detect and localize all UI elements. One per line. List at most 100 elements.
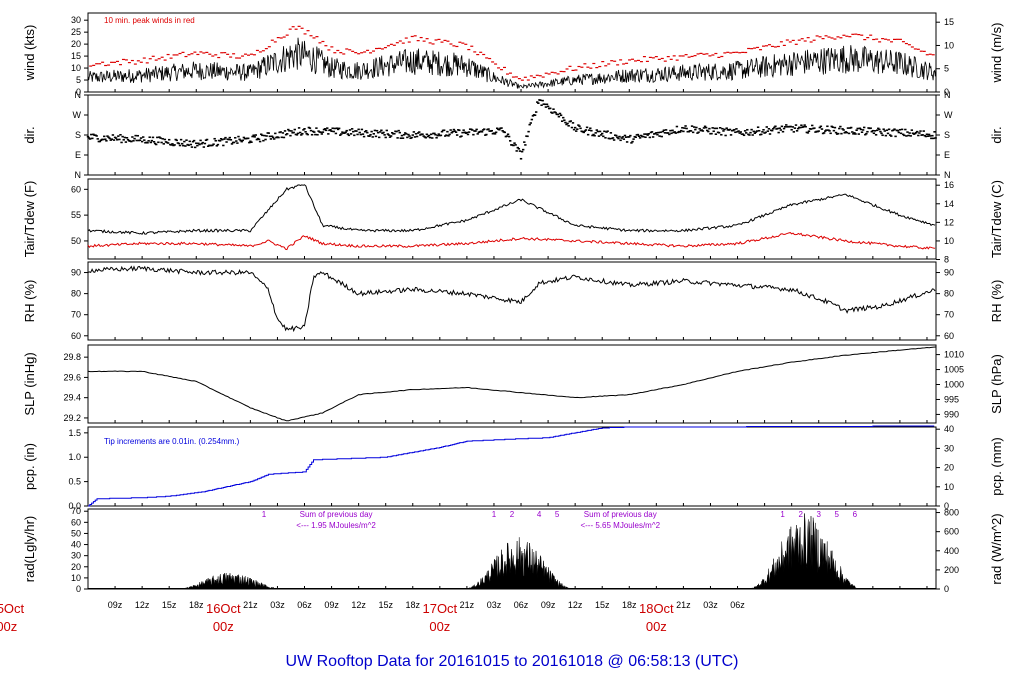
wind-left-tick-label: 25 xyxy=(71,27,81,37)
precip-panel: 0.0 0.5 1.0 1.5 0 10 20 30 40 pcp. (in) pcp. (mm) T… xyxy=(22,424,1004,511)
rad-annotation: 3 xyxy=(816,510,821,519)
dir-right-tick-label: N xyxy=(944,170,951,180)
rad-day-area-3 xyxy=(746,513,864,590)
x-hour-label: 03z xyxy=(703,600,718,610)
dir-ylabel-right: dir. xyxy=(989,126,1004,143)
x-day-label: 18Oct xyxy=(639,601,674,616)
wind-speed-line xyxy=(87,37,937,89)
dir-left-tick-label: N xyxy=(75,90,82,100)
x-hour-label: 06z xyxy=(730,600,745,610)
temperature-panel: 50 55 60 8 10 12 14 16 Tair/Tdew (F) Tair/Tdew (C… xyxy=(22,178,1004,265)
x-day-label: 16Oct xyxy=(206,601,241,616)
x-hour-label: 03z xyxy=(487,600,502,610)
dir-frame xyxy=(87,94,937,176)
slp-frame xyxy=(87,344,937,424)
rad-ylabel-right: rad (W/m^2) xyxy=(989,513,1004,584)
dir-right-tick-label: W xyxy=(944,110,953,120)
rad-left-tick-label: 20 xyxy=(71,562,81,572)
temp-series-tair xyxy=(87,184,936,235)
rad-annotation: 1 xyxy=(780,510,785,519)
rh-line xyxy=(87,265,936,333)
rad-day-area-1 xyxy=(173,572,287,590)
x-hour-label: 21z xyxy=(460,600,475,610)
x-hour-label: 03z xyxy=(270,600,285,610)
x-day-hour-label: 00z xyxy=(429,619,450,634)
wind-left-tick-label: 0 xyxy=(76,87,81,97)
wind-left-tick-label: 10 xyxy=(71,63,81,73)
temp-series-tdew xyxy=(87,232,936,251)
rh-right-tick-label: 80 xyxy=(944,289,954,299)
rh-ylabel-right: RH (%) xyxy=(989,280,1004,323)
time-axis: 09z 12z 15z 18z 21z 03z 06z 09z 12z 15z 18z 21z 03z 0… xyxy=(0,600,745,634)
pcp-right-tick-label: 10 xyxy=(944,482,954,492)
rh-left-tick-label: 80 xyxy=(71,289,81,299)
temp-right-tick-label: 12 xyxy=(944,217,954,227)
radiation-panel: 0102030405060700200400600800rad(Lgly/hr)… xyxy=(22,506,1004,594)
rh-right-tick-label: 70 xyxy=(944,310,954,320)
x-day-hour-label: 00z xyxy=(0,619,17,634)
temp-right-tick-label: 16 xyxy=(944,180,954,190)
rh-left-tick-label: 90 xyxy=(71,268,81,278)
rad-left-tick-label: 30 xyxy=(71,551,81,561)
wind-ylabel-right: wind (m/s) xyxy=(989,23,1004,84)
rad-right-tick-label: 600 xyxy=(944,527,959,537)
dir-left-tick-label: N xyxy=(75,170,82,180)
rad-annotation: 1 xyxy=(492,510,497,519)
slp-right-tick-label: 1005 xyxy=(944,365,964,375)
rh-right-tick-label: 60 xyxy=(944,331,954,341)
rad-left-tick-label: 50 xyxy=(71,528,81,538)
rad-left-tick-label: 0 xyxy=(76,584,81,594)
rad-annotation: Sum of previous day xyxy=(300,510,373,519)
slp-ylabel-left: SLP (inHg) xyxy=(22,352,37,415)
pcp-ylabel-left: pcp. (in) xyxy=(22,443,37,490)
rad-left-tick-label: 10 xyxy=(71,573,81,583)
rad-right-tick-label: 200 xyxy=(944,565,959,575)
x-hour-label: 06z xyxy=(297,600,312,610)
slp-right-tick-label: 1010 xyxy=(944,350,964,360)
x-hour-label: 12z xyxy=(351,600,366,610)
rad-annotation: 5 xyxy=(835,510,840,519)
x-hour-label: 15z xyxy=(162,600,177,610)
x-day-hour-label: 00z xyxy=(213,619,234,634)
rad-right-tick-label: 800 xyxy=(944,508,959,518)
temp-right-tick-label: 10 xyxy=(944,236,954,246)
rad-ylabel-left: rad(Lgly/hr) xyxy=(22,516,37,582)
wind-right-tick-label: 15 xyxy=(944,17,954,27)
x-hour-label: 09z xyxy=(108,600,123,610)
x-hour-label: 06z xyxy=(514,600,529,610)
rad-left-tick-label: 70 xyxy=(71,506,81,516)
slp-right-tick-label: 1000 xyxy=(944,380,964,390)
wind-right-tick-label: 0 xyxy=(944,87,949,97)
dir-left-tick-label: E xyxy=(75,150,81,160)
x-hour-label: 18z xyxy=(406,600,421,610)
temp-left-tick-label: 55 xyxy=(71,210,81,220)
rh-frame xyxy=(87,261,937,341)
pcp-left-tick-label: 1.0 xyxy=(68,452,81,462)
rh-panel: 60 70 80 90 60 70 80 90 RH (%) RH (%) xyxy=(22,261,1004,341)
x-day-label: 15Oct xyxy=(0,601,25,616)
dir-ylabel-left: dir. xyxy=(22,126,37,143)
rad-annotation: 2 xyxy=(510,510,515,519)
dir-left-tick-label: S xyxy=(75,130,81,140)
x-day-label: 17Oct xyxy=(422,601,457,616)
temp-ylabel-left: Tair/Tdew (F) xyxy=(22,181,37,258)
slp-left-tick-label: 29.4 xyxy=(63,393,81,403)
wind-right-tick-label: 5 xyxy=(944,64,949,74)
wind-left-tick-label: 30 xyxy=(71,15,81,25)
x-hour-label: 12z xyxy=(568,600,583,610)
x-hour-label: 18z xyxy=(189,600,204,610)
temp-right-tick-label: 14 xyxy=(944,199,954,209)
slp-line xyxy=(87,346,937,422)
rad-annotation: 5 xyxy=(555,510,560,519)
dir-right-tick-label: E xyxy=(944,150,950,160)
pcp-ylabel-right: pcp. (mm) xyxy=(989,437,1004,496)
rh-left-tick-label: 70 xyxy=(71,310,81,320)
rad-right-tick-label: 0 xyxy=(944,584,949,594)
rad-annotation: Sum of previous day xyxy=(584,510,657,519)
wind-left-tick-label: 15 xyxy=(71,51,81,61)
slp-panel: 29.2 29.4 29.6 29.8 990 995 1000 1005 1010 SLP (i… xyxy=(22,344,1004,424)
slp-right-tick-label: 990 xyxy=(944,409,959,419)
pcp-right-tick-label: 0 xyxy=(944,501,949,511)
pcp-right-tick-label: 40 xyxy=(944,424,954,434)
